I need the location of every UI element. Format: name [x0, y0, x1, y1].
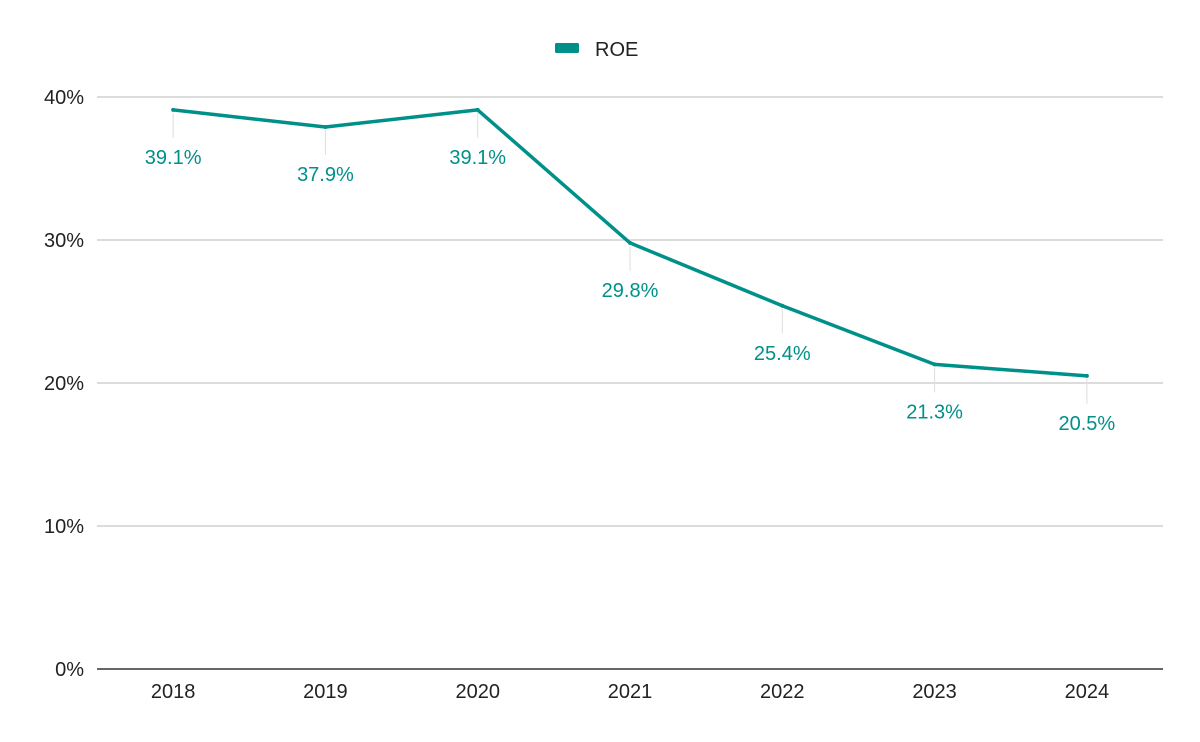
x-axis: 2018 2019 2020 2021 2022 2023 2024: [97, 668, 1163, 703]
x-tick-label: 2020: [455, 681, 500, 703]
x-tick-label: 2019: [303, 681, 348, 703]
x-tick-label: 2018: [151, 681, 196, 703]
y-tick-label: 0%: [55, 659, 84, 681]
x-tick-label: 2022: [760, 681, 805, 703]
data-point: [780, 303, 785, 308]
data-point: [475, 107, 480, 112]
data-label: 21.3%: [906, 401, 963, 423]
data-label: 39.1%: [145, 147, 202, 169]
data-label: 29.8%: [602, 280, 659, 302]
data-label-leaders: [172, 112, 1088, 404]
y-tick-label: 10%: [44, 516, 84, 538]
y-axis: 0% 10% 20% 30% 40%: [44, 87, 84, 681]
y-tick-label: 20%: [44, 373, 84, 395]
data-label: 25.4%: [754, 343, 811, 365]
data-label: 37.9%: [297, 164, 354, 186]
data-point: [628, 240, 632, 245]
y-tick-label: 30%: [44, 230, 84, 252]
data-label: 39.1%: [449, 147, 506, 169]
y-tick-label: 40%: [44, 87, 84, 109]
x-tick-label: 2023: [912, 681, 957, 703]
legend: ROE: [555, 39, 638, 61]
x-tick-label: 2021: [608, 681, 653, 703]
data-labels: 39.1% 37.9% 39.1% 29.8% 25.4% 21.3% 20.5%: [145, 147, 1116, 435]
series-roe: [171, 107, 1089, 378]
gridlines: [97, 96, 1163, 527]
data-point: [323, 125, 328, 130]
data-point: [932, 362, 937, 367]
legend-swatch-roe: [555, 43, 579, 53]
data-label: 20.5%: [1058, 413, 1115, 435]
data-point: [1084, 373, 1089, 378]
legend-label-roe: ROE: [595, 39, 638, 61]
x-tick-label: 2024: [1065, 681, 1110, 703]
data-point: [171, 107, 176, 112]
